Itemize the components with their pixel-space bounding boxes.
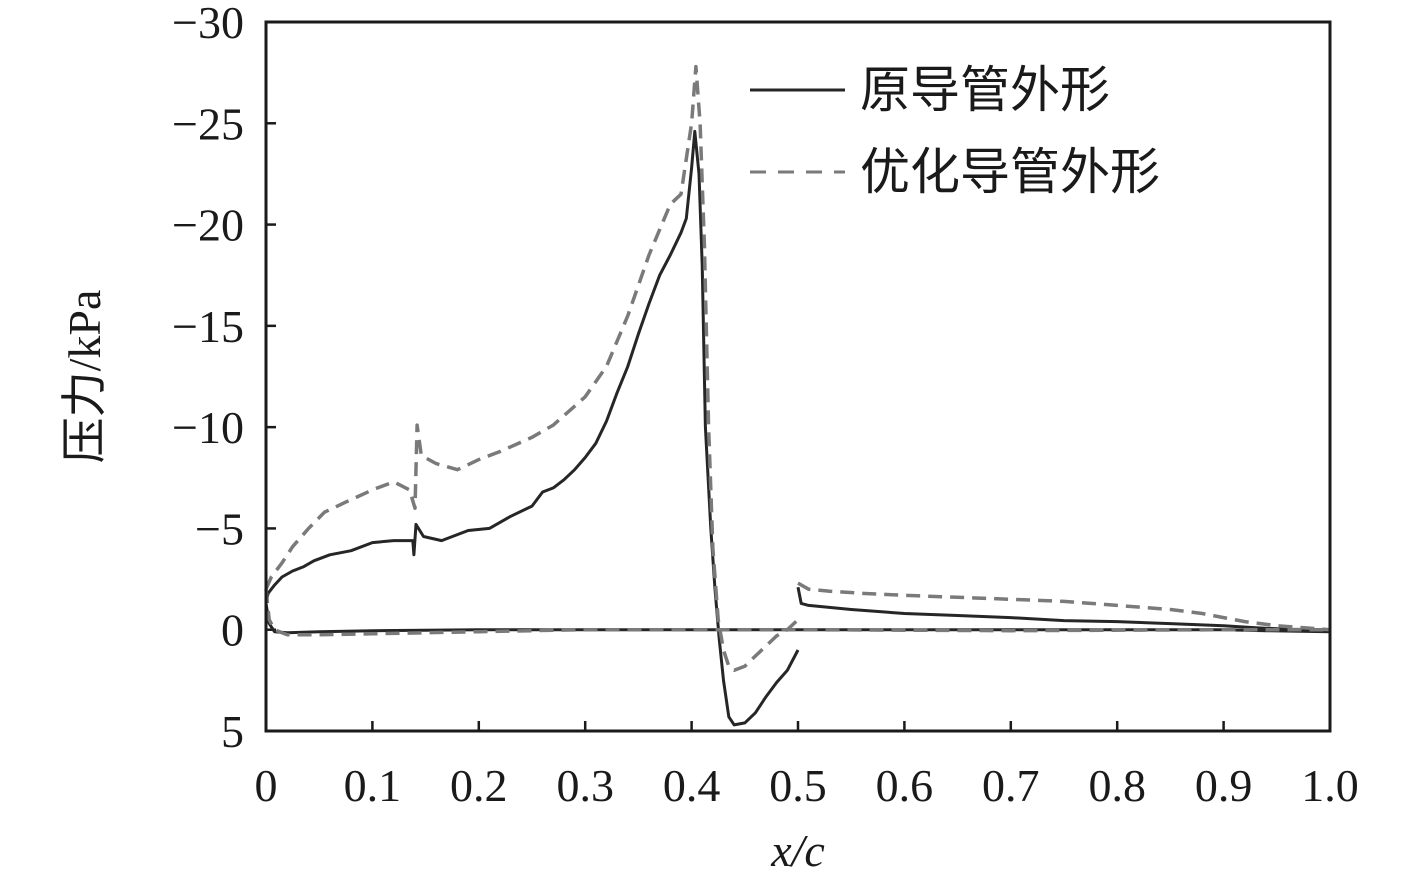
y-tick-label: −20 bbox=[172, 200, 244, 251]
x-tick-label: 0.9 bbox=[1195, 760, 1253, 811]
x-tick-label: 0.7 bbox=[982, 760, 1040, 811]
series-layer bbox=[264, 64, 1331, 727]
x-tick-label: 0.6 bbox=[876, 760, 934, 811]
series-line-optimized bbox=[264, 64, 800, 672]
x-tick-label: 1.0 bbox=[1301, 760, 1359, 811]
x-axis-ticks: 0 0.1 0.2 0.3 0.4 0.5 0.6 0.7 0.8 0.9 1.0 bbox=[255, 721, 1359, 811]
legend: 原导管外形 优化导管外形 bbox=[750, 62, 1160, 200]
series-line-original bbox=[264, 129, 800, 727]
x-tick-label: 0 bbox=[255, 760, 278, 811]
y-tick-label: 5 bbox=[221, 706, 244, 757]
series-line-original bbox=[796, 586, 1331, 632]
y-axis-title: 压力/kPa bbox=[59, 290, 110, 464]
x-tick-label: 0.3 bbox=[556, 760, 614, 811]
legend-label-optimized: 优化导管外形 bbox=[860, 144, 1160, 200]
y-tick-label: 0 bbox=[221, 605, 244, 656]
x-tick-label: 0.8 bbox=[1088, 760, 1146, 811]
series-line-optimized bbox=[797, 581, 1331, 632]
x-axis-title: x/c bbox=[770, 825, 825, 871]
x-tick-label: 0.5 bbox=[769, 760, 827, 811]
y-tick-label: −15 bbox=[172, 301, 244, 352]
y-tick-label: −30 bbox=[172, 0, 244, 48]
x-tick-label: 0.1 bbox=[344, 760, 402, 811]
y-tick-label: −10 bbox=[172, 402, 244, 453]
y-axis-ticks: −30 −25 −20 −15 −10 −5 0 5 bbox=[172, 0, 276, 757]
series-line-optimized bbox=[264, 589, 1330, 637]
y-tick-label: −5 bbox=[195, 503, 244, 554]
legend-label-original: 原导管外形 bbox=[860, 62, 1110, 118]
plot-frame bbox=[264, 20, 1332, 733]
y-tick-label: −25 bbox=[172, 98, 244, 149]
x-tick-label: 0.4 bbox=[663, 760, 721, 811]
x-tick-label: 0.2 bbox=[450, 760, 508, 811]
